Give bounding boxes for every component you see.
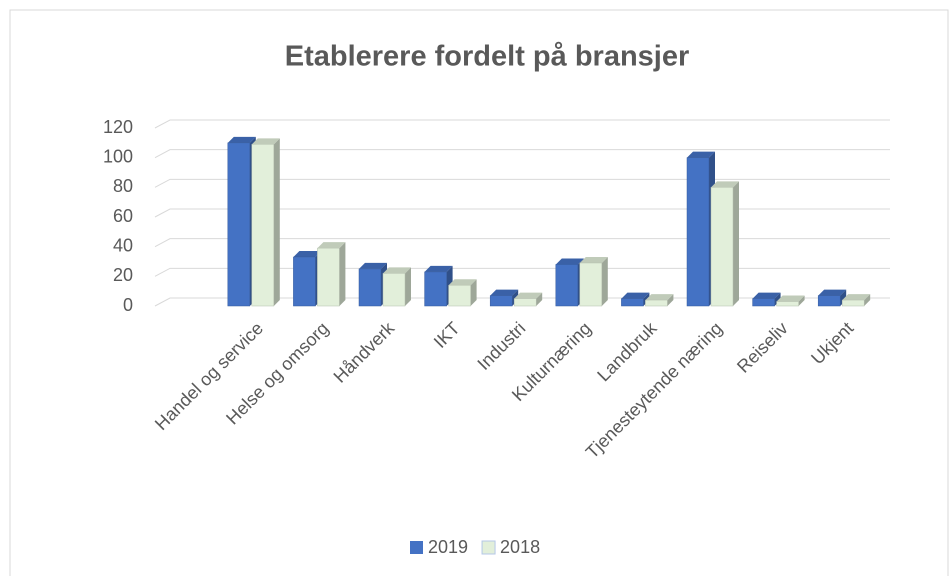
bar-top [818,289,847,296]
y-tick-label: 100 [103,146,133,166]
bar [776,295,805,307]
bar-front [424,271,447,307]
bar-front [841,299,865,307]
bar-top [293,251,322,258]
bar [448,279,477,307]
bar-top [776,295,805,302]
bar-top [383,267,411,274]
bar-top [359,262,387,269]
bar-side [667,294,674,306]
bar [710,181,739,307]
bar [382,267,411,307]
bar-front [489,295,513,307]
bar [817,289,847,307]
bar-front [645,299,668,307]
bar-top [579,256,608,263]
legend-swatch [481,540,496,555]
y-tick-label: 0 [123,295,133,315]
y-tick-label: 20 [113,265,133,285]
bar-side [840,289,847,306]
bar [513,292,543,307]
bar-side [733,181,739,306]
bar-top [448,279,477,286]
bar-front [227,142,251,307]
bar-top [424,265,453,272]
bar-top [490,289,519,296]
bar-top [317,242,346,249]
bar-side [864,294,871,306]
legend-label: 2018 [500,537,540,557]
bar-front [579,262,603,307]
grid-line [154,238,890,248]
bar-side [601,256,608,306]
bar-front [817,295,841,307]
chart-border [9,9,949,581]
bar-front [358,268,382,307]
bar [841,294,871,307]
bar [317,242,346,307]
y-tick-label: 120 [103,117,133,137]
bar-front [776,301,799,307]
bar-front [448,284,471,307]
bar-side [774,292,781,306]
bar-side [273,138,280,306]
bar [579,256,608,307]
legend-swatch [410,541,423,554]
bar-top [645,294,674,301]
y-tick-label: 80 [113,176,133,196]
bar-side [798,295,805,306]
bar-top [842,294,871,301]
bar [752,292,781,307]
grid-line [154,267,890,277]
grid-line [154,119,890,129]
bar-top [555,258,584,265]
bar-top [752,292,781,299]
bar-front [686,157,710,307]
bar-side [405,267,411,306]
bar-side [339,242,346,306]
bar-top [621,292,650,299]
bar-front [317,247,340,307]
bar-front [251,144,275,307]
bar-side [470,279,477,306]
bar-side [536,292,543,306]
chart-title: Etablerere fordelt på bransjer [285,41,690,73]
bar-top [227,136,256,143]
bar-top [251,138,280,145]
bar-front [621,298,644,307]
bar-front [293,256,316,307]
grid-line [154,208,890,218]
grid-line [154,178,890,188]
grid-line [154,149,890,159]
bar [251,138,280,307]
bar-front [710,187,734,307]
legend-label: 2019 [428,537,468,557]
y-tick-label: 60 [113,206,133,226]
bar-front [555,264,579,307]
bar-top [687,151,715,158]
y-tick-label: 40 [113,235,133,255]
bar-top [711,181,739,188]
bar [645,294,674,307]
bar-front [752,298,775,307]
bar-top [514,292,543,299]
bar-front [513,298,537,307]
bar-front [382,273,406,307]
